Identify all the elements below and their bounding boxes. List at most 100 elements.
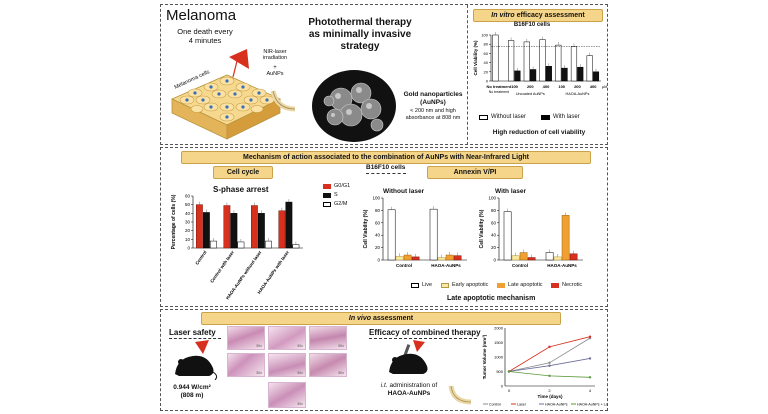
ann-legend-necrotic-swatch: [551, 283, 559, 288]
y-tick-label: 2000: [494, 326, 504, 331]
cc-legend-s-label: S: [334, 192, 338, 198]
bar: [569, 253, 578, 261]
unit-label: µM: [602, 85, 607, 89]
bar: [387, 209, 396, 261]
y-tick-label: 1000: [494, 355, 504, 360]
ann-legend-early-label: Early apoptotic: [452, 282, 489, 288]
x-tick-label: 2: [548, 388, 551, 393]
bar: [592, 71, 600, 82]
death-stat-line1: One death every: [177, 27, 233, 36]
cc-legend-g0g1-label: G0/G1: [334, 183, 351, 189]
curved-arrow-icon: [270, 90, 296, 112]
histo-scale-6: 50x: [338, 371, 344, 375]
gold-np-desc: < 200 nm and high absorbance at 808 nm: [405, 108, 461, 121]
bar: [230, 213, 238, 249]
laser-wavelength: (808 m): [180, 392, 204, 399]
bar: [527, 257, 536, 261]
with-laser-title: With laser: [495, 188, 527, 195]
ann-legend-live-swatch: [411, 283, 419, 288]
y-tick-label: 30: [185, 220, 191, 225]
y-tick-label: 100: [372, 196, 380, 201]
y-tick-label: 40: [375, 233, 381, 238]
aunps-label: AuNPs: [266, 71, 284, 77]
cell-cycle-bar-chart: 0 10 20 30 40 50 60 Percentage of cells (%) Cont…: [171, 194, 303, 301]
top-panel: Melanoma One death every 4 minutes Melan…: [160, 4, 608, 145]
histology-image-2: 50x: [268, 326, 306, 350]
bar: [523, 41, 530, 82]
y-tick-label: 40: [484, 60, 489, 65]
bar: [437, 257, 446, 261]
y-tick-label: 40: [185, 211, 191, 216]
viability-legend: Without laser With laser: [479, 114, 605, 123]
invitro-subpanel: [467, 5, 608, 145]
data-point: [548, 345, 551, 349]
y-tick-label: 60: [185, 194, 191, 199]
mid-b16-cells: B16F10 cells: [366, 164, 406, 171]
cc-legend-s-swatch: [323, 193, 331, 198]
admin-line2: HAOA-AuNPs: [387, 390, 431, 397]
late-apoptotic-mechanism: Late apoptotic mechanism: [447, 295, 536, 302]
bar: [292, 244, 300, 249]
y-tick-label: 0: [187, 246, 190, 251]
bar: [453, 255, 462, 261]
bar: [519, 252, 528, 261]
y-axis-label: Cell Viability (%): [479, 209, 485, 248]
annexin-without-laser-chart: 0 20 40 60 80 100 Cell Viability (%) Control HAO…: [363, 196, 467, 268]
invitro-banner-em: In vitro: [491, 12, 515, 19]
y-axis-label: Percentage of cells (%): [171, 194, 177, 249]
histo-scale-7: 50x: [297, 402, 303, 406]
y-tick-label: 100: [488, 196, 496, 201]
ann-legend-late-label: Late apoptotic: [508, 282, 543, 288]
x-tick-label: 0: [508, 388, 511, 393]
legend-without-swatch: [479, 115, 488, 120]
x-tick-label: 400: [543, 84, 550, 89]
y-tick-label: 0: [493, 258, 496, 263]
laser-safety-title: Laser safety: [169, 328, 216, 337]
histo-scale-3: 50x: [338, 344, 344, 348]
x-tick-label: 100: [511, 84, 518, 89]
bar: [530, 69, 537, 82]
b16-underline: [366, 173, 406, 174]
annexin-banner: Annexin V/PI: [427, 166, 523, 179]
group2-label: HAOA-AuNPs: [566, 92, 590, 96]
legend-label: Control: [489, 403, 501, 407]
bar: [561, 67, 568, 82]
ann-legend-live-label: Live: [422, 282, 433, 288]
x-tick-label: HAOA-AuNPs: [431, 263, 461, 268]
s-phase-label: S-phase arrest: [213, 185, 269, 194]
bar: [445, 254, 454, 261]
histo-scale-1: 50x: [256, 344, 262, 348]
x-tick-label: HAOA-AuNPs with laser: [256, 250, 290, 295]
bar: [545, 66, 552, 82]
histo-scale-2: 50x: [297, 344, 303, 348]
histology-image-4: 50x: [227, 353, 265, 377]
y-tick-label: 0: [377, 258, 380, 263]
admin-rest: administration of: [389, 382, 438, 389]
y-axis-label: Cell Viability (%): [473, 40, 478, 75]
efficacy-title: Efficacy of combined therapy: [369, 328, 481, 337]
data-point: [548, 364, 551, 367]
y-tick-label: 20: [185, 228, 191, 233]
legend-label: HAOA-AuNPs: [545, 403, 568, 407]
laser-safety-underline: [169, 338, 221, 339]
tumor-volume-line-chart: 0 500 1000 1500 2000 0 2 4 Time (days) Tumor Volu…: [482, 326, 607, 407]
y-tick-label: 500: [496, 369, 503, 374]
no-treatment-label: No treatment: [489, 90, 509, 94]
y-tick-label: 80: [375, 208, 381, 213]
data-point: [507, 370, 511, 373]
y-tick-label: 0: [501, 384, 504, 389]
melanoma-cells-illustration: [171, 49, 281, 140]
histo-scale-5: 50x: [297, 371, 303, 375]
without-laser-title: Without laser: [383, 188, 425, 195]
gold-np-title: Gold nanoparticles: [403, 91, 463, 98]
laser-label: NIR-laser irradiation: [262, 49, 288, 61]
ann-legend-necrotic-label: Necrotic: [562, 282, 583, 288]
melanoma-title: Melanoma: [166, 7, 237, 24]
legend-without-label: Without laser: [491, 114, 527, 120]
bar: [503, 211, 512, 261]
sem-nanoparticles-image: [312, 70, 396, 142]
cc-legend-g2m-label: G2/M: [334, 201, 348, 207]
legend-label: HAOA-AuNPs + Laser: [577, 403, 607, 407]
x-tick-label: 4: [589, 388, 592, 393]
